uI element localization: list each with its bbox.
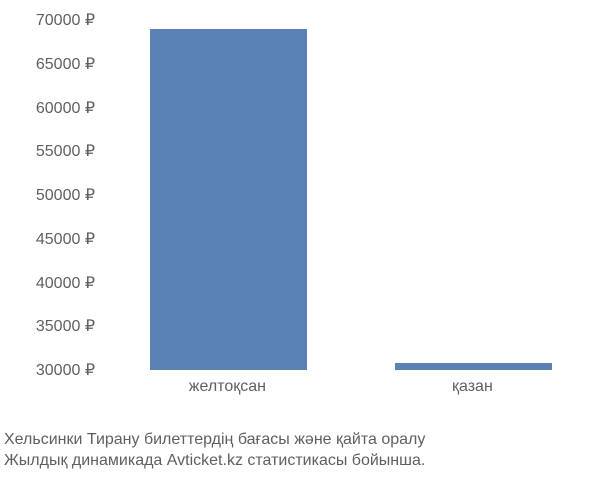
y-tick-label: 65000 ₽	[0, 54, 95, 74]
y-tick-label: 70000 ₽	[0, 10, 95, 30]
y-tick-label: 55000 ₽	[0, 141, 95, 161]
bar	[395, 363, 552, 370]
y-tick-label: 35000 ₽	[0, 316, 95, 336]
y-tick-label: 40000 ₽	[0, 273, 95, 293]
y-tick-label: 60000 ₽	[0, 98, 95, 118]
caption-line-1: Хельсинки Тирану билеттердің бағасы және…	[4, 431, 425, 448]
x-tick-label: қазан	[452, 378, 493, 396]
y-tick-label: 45000 ₽	[0, 229, 95, 249]
x-tick-label: желтоқсан	[189, 378, 266, 396]
price-bar-chart: 30000 ₽ 35000 ₽ 40000 ₽ 45000 ₽ 50000 ₽ 55000…	[0, 10, 600, 430]
chart-caption: Хельсинки Тирану билеттердің бағасы және…	[0, 429, 600, 472]
caption-line-2: Жылдық динамикада Avticket.kz статистика…	[4, 450, 600, 472]
y-tick-label: 50000 ₽	[0, 185, 95, 205]
y-tick-label: 30000 ₽	[0, 360, 95, 380]
bar	[150, 29, 307, 370]
plot-area	[100, 20, 590, 370]
